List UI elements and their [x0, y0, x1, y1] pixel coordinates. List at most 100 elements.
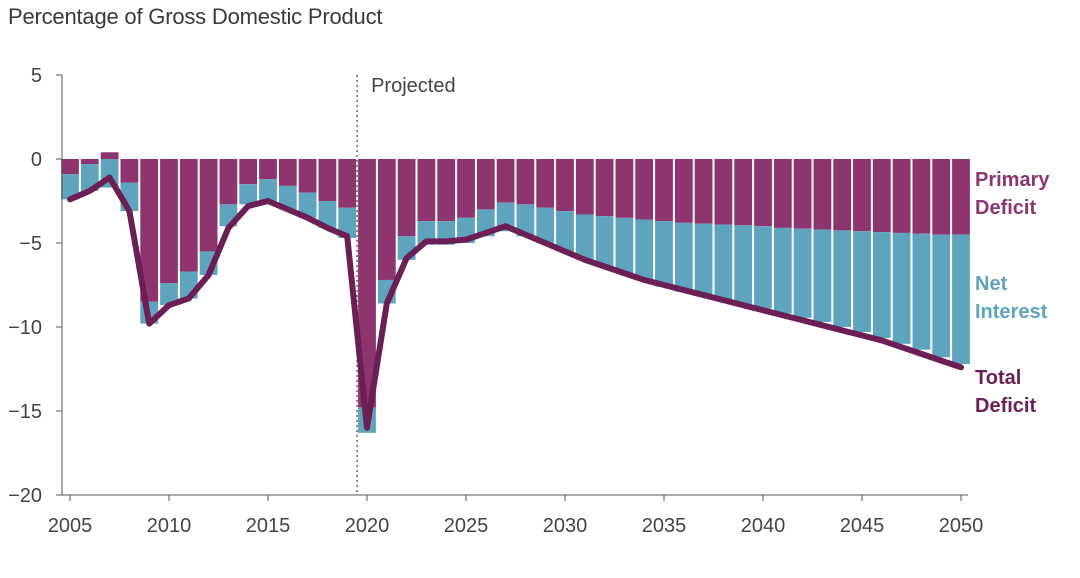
bar-interest-2037	[694, 223, 713, 296]
bar-primary-2023	[417, 159, 436, 222]
bar-interest-2005	[61, 174, 79, 200]
bar-interest-2031	[575, 214, 594, 260]
x-tick-label: 2040	[741, 515, 786, 537]
bar-primary-2035	[655, 159, 673, 222]
bar-primary-2020	[358, 159, 376, 408]
bar-primary-2040	[754, 159, 772, 227]
legend-label-net-interest: Interest	[975, 301, 1048, 323]
bar-interest-2018	[318, 201, 337, 228]
x-tick-label: 2005	[48, 515, 93, 537]
bar-primary-2005	[61, 159, 79, 175]
y-tick-label: −20	[8, 485, 42, 507]
bar-primary-2028	[516, 159, 535, 205]
bar-interest-2043	[813, 229, 832, 322]
bar-primary-2015	[259, 159, 277, 180]
bar-primary-2034	[635, 159, 654, 220]
bar-primary-2013	[219, 159, 238, 205]
x-tick-label: 2025	[444, 515, 489, 537]
y-tick-label: −5	[19, 233, 42, 255]
bar-interest-2029	[536, 207, 555, 243]
bar-primary-2029	[536, 159, 555, 208]
bar-primary-2018	[318, 159, 337, 201]
bar-interest-2049	[932, 234, 951, 358]
bar-primary-2043	[813, 159, 832, 230]
bar-primary-2046	[872, 159, 891, 233]
bar-interest-2038	[714, 224, 733, 301]
axes-group: 5 0 −5 −10 −15 −20 2005 2010 2015 2020 2025 2030 203…	[8, 65, 983, 537]
bar-primary-2007	[100, 152, 119, 159]
bar-primary-2031	[575, 159, 594, 215]
line-group	[67, 174, 964, 431]
bar-primary-2032	[595, 159, 614, 217]
bar-primary-2024	[437, 159, 456, 222]
bar-interest-2033	[615, 217, 634, 274]
x-tick-label: 2030	[543, 515, 588, 537]
bar-interest-2044	[833, 230, 852, 327]
bar-primary-2026	[476, 159, 495, 210]
x-tick-label: 2045	[840, 515, 885, 537]
bar-interest-2017	[298, 192, 317, 218]
bar-primary-2047	[892, 159, 911, 233]
bar-primary-2050	[952, 159, 970, 235]
legend-group: Primary Deficit Net Interest Total Deficit	[975, 169, 1050, 417]
legend-label-total-deficit: Total	[975, 367, 1021, 389]
bar-interest-2045	[853, 231, 871, 333]
projected-label: Projected	[371, 75, 456, 97]
bar-primary-2042	[793, 159, 812, 229]
bar-interest-2015	[259, 179, 277, 201]
legend-label-net-interest: Net	[975, 273, 1008, 295]
bar-primary-2011	[179, 159, 198, 272]
bar-interest-2030	[556, 211, 574, 252]
y-tick-label: 0	[31, 149, 42, 171]
bar-interest-2036	[674, 222, 693, 292]
bar-primary-2037	[694, 159, 713, 224]
bar-primary-2027	[496, 159, 515, 203]
bar-primary-2038	[714, 159, 733, 225]
bar-primary-2009	[140, 159, 159, 302]
bar-interest-2048	[912, 233, 931, 350]
bar-interest-2010	[160, 283, 178, 306]
bar-interest-2047	[892, 232, 911, 344]
x-tick-label: 2050	[939, 515, 984, 537]
bar-interest-2034	[635, 219, 654, 280]
x-tick-label: 2015	[246, 515, 291, 537]
bar-primary-2019	[338, 159, 357, 208]
bar-primary-2045	[853, 159, 871, 232]
bar-interest-2042	[793, 228, 812, 318]
bar-primary-2030	[556, 159, 574, 212]
bar-primary-2010	[160, 159, 178, 284]
bar-primary-2033	[615, 159, 634, 218]
x-tick-label: 2020	[345, 515, 390, 537]
y-tick-label: 5	[31, 65, 42, 87]
bar-interest-2027	[496, 202, 515, 232]
bar-interest-2041	[773, 227, 792, 314]
bar-interest-2050	[952, 234, 970, 364]
bar-primary-2016	[278, 159, 297, 186]
bar-interest-2006	[80, 164, 99, 191]
bar-primary-2008	[120, 159, 139, 183]
bar-primary-2017	[298, 159, 317, 193]
bar-interest-2028	[516, 204, 535, 237]
bar-interest-2035	[655, 221, 673, 287]
bar-primary-2012	[199, 159, 218, 252]
x-tick-label: 2010	[147, 515, 192, 537]
bar-primary-2044	[833, 159, 852, 231]
bar-interest-2039	[734, 225, 753, 305]
bar-primary-2006	[80, 159, 99, 165]
bar-primary-2036	[674, 159, 693, 223]
bar-interest-2016	[278, 185, 297, 210]
y-tick-label: −10	[8, 317, 42, 339]
legend-label-primary-deficit: Primary	[975, 169, 1050, 191]
bar-primary-2048	[912, 159, 931, 234]
bar-interest-2046	[872, 232, 891, 338]
bar-primary-2049	[932, 159, 951, 235]
bar-primary-2022	[397, 159, 416, 237]
bar-primary-2039	[734, 159, 753, 226]
bar-primary-2021	[377, 159, 396, 280]
bar-primary-2025	[457, 159, 475, 218]
legend-label-total-deficit: Deficit	[975, 395, 1036, 417]
x-tick-label: 2035	[642, 515, 687, 537]
bar-primary-2014	[239, 159, 258, 185]
legend-label-primary-deficit: Deficit	[975, 197, 1036, 219]
